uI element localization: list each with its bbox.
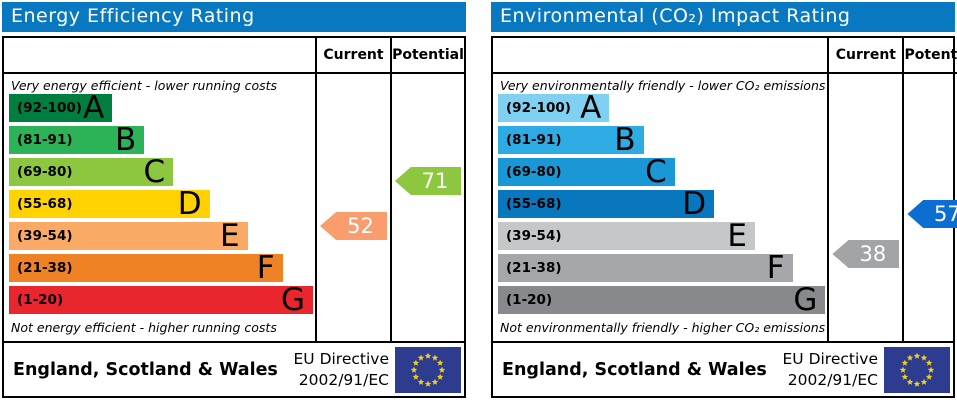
band-letter: C: [143, 154, 166, 190]
band-row-c: (69-80) C: [9, 154, 313, 190]
eu-directive-label: EU Directive 2002/91/EC: [294, 349, 390, 389]
band-range-label: (1-20): [506, 292, 553, 308]
band-bar-b: (81-91) B: [498, 122, 644, 158]
current-value-cell: 38: [827, 74, 902, 341]
band-letter: G: [793, 282, 818, 318]
band-bar-c: (69-80) C: [498, 154, 675, 190]
top-caption: Very environmentally friendly - lower CO…: [500, 78, 826, 93]
band-letter: E: [220, 218, 240, 254]
current-rating-arrow: 38: [832, 240, 900, 268]
top-caption: Very energy efficient - lower running co…: [11, 78, 278, 93]
band-row-b: (81-91) B: [498, 122, 825, 158]
band-bar-a: (92-100) A: [9, 90, 113, 126]
band-range-label: (21-38): [506, 260, 562, 276]
band-bar-e: (39-54) E: [9, 218, 248, 254]
rating-bands: (92-100) A (81-91) B (69-80) C (55-68) D (39-54)…: [9, 90, 313, 318]
band-range-label: (39-54): [17, 228, 73, 244]
energy-efficiency-panel: Energy Efficiency Rating Current Potenti…: [2, 2, 466, 398]
band-bar-f: (21-38) F: [498, 250, 793, 286]
environmental-rating-table: Current Potential Very environmentally f…: [491, 36, 957, 343]
environmental-panel-title: Environmental (CO₂) Impact Rating: [491, 2, 955, 32]
potential-column-header: Potential: [902, 38, 957, 74]
energy-panel-footer: England, Scotland & Wales EU Directive 2…: [2, 341, 466, 398]
potential-rating-arrow: 57: [907, 200, 957, 228]
energy-rating-table: Current Potential Very energy efficient …: [2, 36, 466, 343]
current-value-cell: 52: [315, 74, 390, 341]
potential-value-cell: 71: [390, 74, 464, 341]
band-bar-f: (21-38) F: [9, 250, 283, 286]
band-bar-g: (1-20) G: [9, 282, 313, 318]
current-rating-arrow: 52: [320, 212, 387, 240]
band-chart-area: Very energy efficient - lower running co…: [4, 74, 315, 341]
eu-directive-line2: 2002/91/EC: [787, 370, 878, 389]
environmental-impact-panel: Environmental (CO₂) Impact Rating Curren…: [491, 2, 957, 398]
band-row-e: (39-54) E: [9, 218, 313, 254]
band-range-label: (92-100): [17, 100, 82, 116]
region-label: England, Scotland & Wales: [13, 359, 278, 380]
band-letter: A: [83, 90, 105, 126]
energy-panel-title: Energy Efficiency Rating: [2, 2, 466, 32]
band-letter: F: [256, 250, 275, 286]
band-letter: A: [580, 90, 602, 126]
band-row-d: (55-68) D: [498, 186, 825, 222]
band-row-g: (1-20) G: [9, 282, 313, 318]
band-letter: D: [177, 186, 202, 222]
region-label: England, Scotland & Wales: [502, 359, 767, 380]
band-letter: F: [766, 250, 785, 286]
band-range-label: (69-80): [17, 164, 73, 180]
band-letter: B: [614, 122, 636, 158]
band-range-label: (92-100): [506, 100, 571, 116]
eu-flag-icon: [395, 346, 461, 393]
band-bar-e: (39-54) E: [498, 218, 755, 254]
bottom-caption: Not energy efficient - higher running co…: [11, 320, 277, 335]
environmental-panel-footer: England, Scotland & Wales EU Directive 2…: [491, 341, 955, 398]
band-range-label: (81-91): [17, 132, 73, 148]
band-row-f: (21-38) F: [9, 250, 313, 286]
band-range-label: (1-20): [17, 292, 64, 308]
eu-flag-icon: [884, 346, 950, 393]
band-row-b: (81-91) B: [9, 122, 313, 158]
band-bar-c: (69-80) C: [9, 154, 174, 190]
band-row-a: (92-100) A: [498, 90, 825, 126]
band-bar-d: (55-68) D: [498, 186, 715, 222]
band-letter: C: [645, 154, 667, 190]
band-row-a: (92-100) A: [9, 90, 313, 126]
band-bar-b: (81-91) B: [9, 122, 145, 158]
band-row-d: (55-68) D: [9, 186, 313, 222]
current-column-header: Current: [827, 38, 903, 74]
band-row-c: (69-80) C: [498, 154, 825, 190]
eu-directive-line1: EU Directive: [293, 350, 390, 369]
bottom-caption: Not environmentally friendly - higher CO…: [500, 320, 826, 335]
eu-directive-line1: EU Directive: [782, 350, 879, 369]
band-range-label: (55-68): [506, 196, 562, 212]
band-row-g: (1-20) G: [498, 282, 826, 318]
band-row-e: (39-54) E: [498, 218, 825, 254]
band-letter: E: [727, 218, 747, 254]
band-bar-g: (1-20) G: [498, 282, 826, 318]
band-range-label: (81-91): [506, 132, 562, 148]
band-bar-a: (92-100) A: [498, 90, 610, 126]
current-column-header: Current: [315, 38, 390, 74]
band-letter: B: [114, 122, 137, 158]
band-letter: D: [682, 186, 707, 222]
band-range-label: (69-80): [506, 164, 562, 180]
eu-directive-label: EU Directive 2002/91/EC: [783, 349, 879, 389]
header-spacer: [4, 38, 315, 74]
potential-rating-arrow: 71: [395, 167, 461, 195]
band-range-label: (55-68): [17, 196, 73, 212]
rating-bands: (92-100) A (81-91) B (69-80) C (55-68) D (39-54)…: [498, 90, 826, 318]
band-letter: G: [280, 282, 305, 318]
band-range-label: (21-38): [17, 260, 73, 276]
potential-value-cell: 57: [902, 74, 957, 341]
band-row-f: (21-38) F: [498, 250, 825, 286]
band-range-label: (39-54): [506, 228, 562, 244]
eu-directive-line2: 2002/91/EC: [298, 370, 389, 389]
potential-column-header: Potential: [390, 38, 464, 74]
band-chart-area: Very environmentally friendly - lower CO…: [493, 74, 827, 341]
header-spacer: [493, 38, 828, 74]
band-bar-d: (55-68) D: [9, 186, 210, 222]
